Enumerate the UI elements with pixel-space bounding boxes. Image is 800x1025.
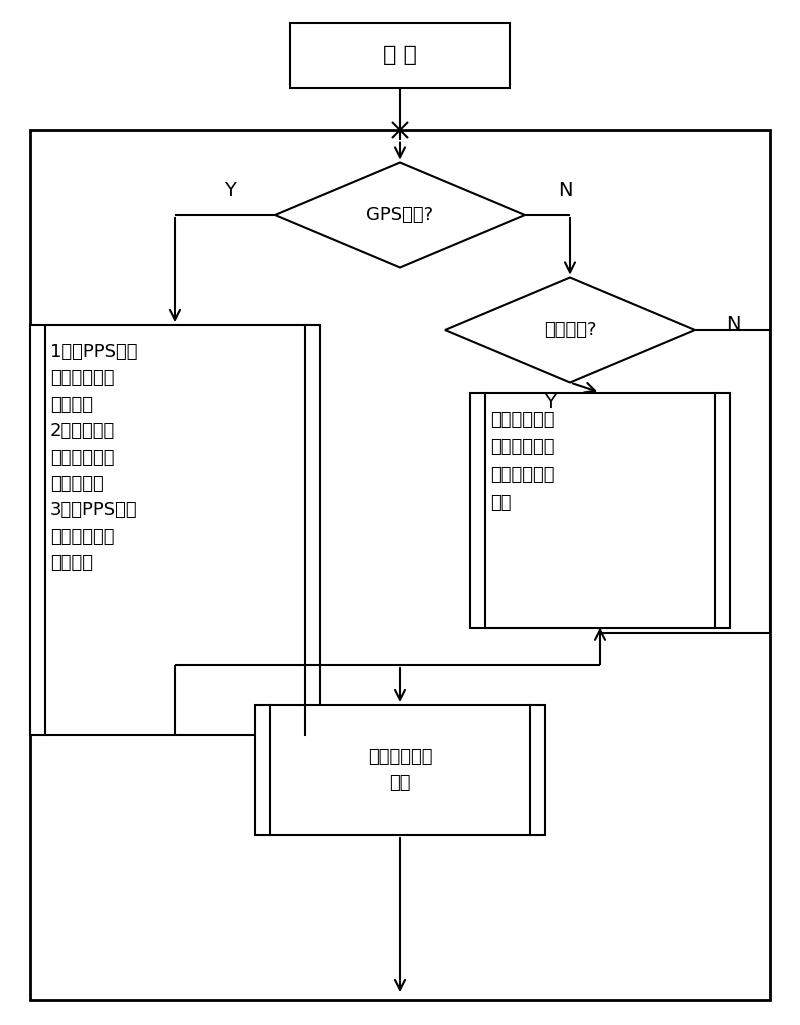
Bar — [255, 705, 545, 835]
Text: 同步触发信号
输出: 同步触发信号 输出 — [368, 748, 432, 792]
Text: GPS定位?: GPS定位? — [366, 206, 434, 224]
Text: 以本地时钟秒
信号为触发源
产生同步触发
信号: 以本地时钟秒 信号为触发源 产生同步触发 信号 — [490, 410, 554, 511]
Bar — [30, 325, 320, 735]
Bar — [290, 23, 510, 87]
Text: N: N — [558, 180, 572, 200]
Polygon shape — [275, 163, 525, 268]
Text: 1、以PPS标定
恒温晶体振荡
器频率；
2、根据标定
频率校正本地
时间输出；
3、以PPS为触
发源产生同步
触发信号: 1、以PPS标定 恒温晶体振荡 器频率； 2、根据标定 频率校正本地 时间输出；… — [50, 343, 138, 572]
Text: 开 始: 开 始 — [383, 45, 417, 65]
Text: Y: Y — [224, 180, 236, 200]
Bar — [30, 130, 770, 1000]
Bar — [470, 393, 730, 627]
Text: Y: Y — [544, 393, 556, 412]
Text: N: N — [726, 316, 740, 334]
Text: 频率校正?: 频率校正? — [544, 321, 596, 339]
Polygon shape — [445, 278, 695, 382]
